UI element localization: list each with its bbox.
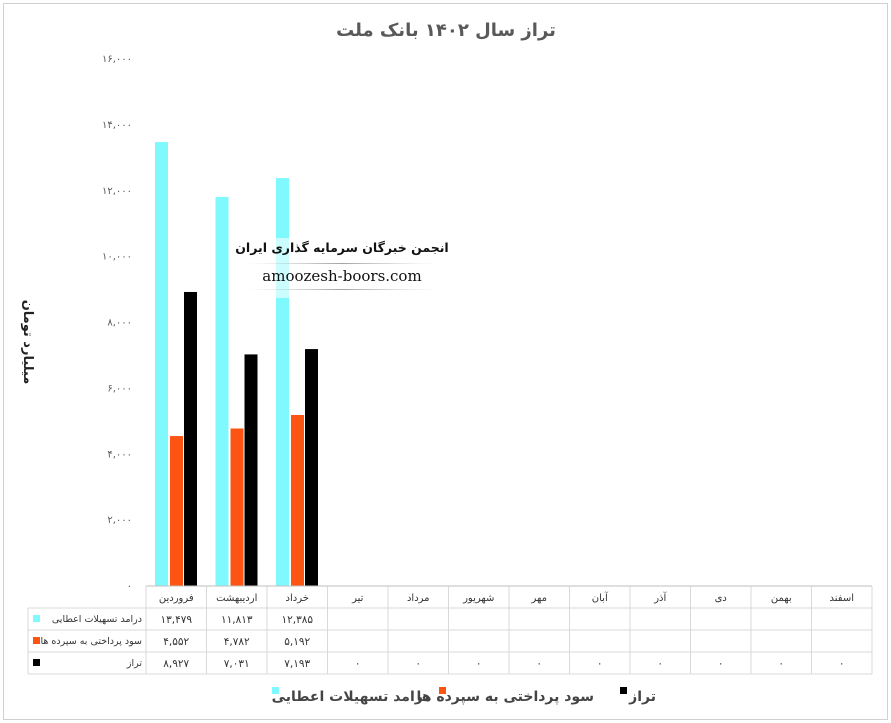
legend-swatch: [272, 687, 279, 694]
table-cell: ۱۲,۳۸۵: [281, 614, 313, 626]
bar: [170, 436, 183, 586]
row-color-key: [33, 615, 40, 622]
table-cell: ۷,۰۳۱: [224, 658, 250, 670]
table-cell: ۰: [415, 658, 421, 670]
category-label: خرداد: [286, 593, 309, 604]
y-tick-label: ۶,۰۰۰: [107, 383, 132, 394]
category-label: دی: [715, 593, 727, 604]
table-cell: ۰: [476, 658, 482, 670]
chart-svg: تراز سال ۱۴۰۲ بانک ملت میلیارد تومان ۰ ۲,…: [20, 20, 873, 705]
category-label: تیر: [351, 593, 364, 604]
y-axis: ۰ ۲,۰۰۰ ۴,۰۰۰ ۶,۰۰۰ ۸,۰۰۰ ۱۰,۰۰۰ ۱۲,۰۰۰ ۱۴,۰۰۰ ۱…: [102, 54, 132, 592]
table-cell: ۰: [718, 658, 724, 670]
y-tick-label: ۱۲,۰۰۰: [102, 186, 132, 197]
chart-frame: تراز سال ۱۴۰۲ بانک ملت میلیارد تومان ۰ ۲,…: [3, 3, 888, 720]
legend-label: سود پرداختی به سپرده ها: [417, 689, 595, 705]
watermark: انجمن خبرگان سرمایه گذاری ایران amoozesh…: [235, 238, 449, 298]
legend-label: تراز: [628, 689, 656, 705]
category-label: فروردین: [159, 593, 194, 604]
bar: [184, 291, 197, 586]
legend-swatch: [439, 687, 446, 694]
table-cell: ۱۱,۸۱۳: [221, 614, 253, 626]
bars: [155, 142, 318, 587]
bar: [244, 354, 258, 586]
bar: [291, 414, 304, 586]
bar: [230, 428, 244, 586]
category-label: اسفند: [830, 593, 854, 604]
data-table: فروردین اردیبهشت خرداد تیر مرداد شهریور مهر آبا…: [27, 585, 873, 675]
table-cell: ۸,۹۲۷: [163, 658, 189, 670]
category-label: اردیبهشت: [216, 593, 257, 604]
category-label: آبان: [592, 591, 609, 604]
table-cell: ۴,۵۵۲: [163, 636, 189, 648]
row-label: تراز: [126, 658, 142, 669]
table-cell: ۰: [778, 658, 784, 670]
table-cell: ۰: [355, 658, 361, 670]
category-label: شهریور: [462, 593, 494, 604]
table-cell: ۰: [536, 658, 542, 670]
bar: [305, 349, 318, 586]
y-tick-label: ۰: [127, 581, 132, 592]
row-color-key: [33, 637, 40, 644]
y-tick-label: ۱۰,۰۰۰: [102, 252, 132, 263]
table-cell: ۷,۱۹۳: [284, 658, 310, 670]
table-cell: ۵,۱۹۲: [284, 636, 310, 648]
y-tick-label: ۲,۰۰۰: [107, 515, 132, 526]
table-cell: ۰: [657, 658, 663, 670]
category-label: مهر: [531, 593, 547, 604]
row-label: درامد تسهیلات اعطایی: [52, 614, 142, 625]
category-label: بهمن: [771, 593, 792, 604]
y-tick-label: ۴,۰۰۰: [107, 449, 132, 460]
legend-swatch: [620, 687, 627, 694]
y-tick-label: ۱۶,۰۰۰: [102, 54, 132, 65]
chart-title: تراز سال ۱۴۰۲ بانک ملت: [336, 20, 556, 41]
category-label: آذر: [653, 591, 667, 604]
bar: [155, 142, 168, 586]
y-tick-label: ۸,۰۰۰: [107, 318, 132, 329]
bar: [215, 196, 229, 587]
table-cell: ۴,۷۸۲: [224, 636, 250, 648]
table-cell: ۱۳,۴۷۹: [160, 614, 192, 626]
category-label: مرداد: [407, 593, 430, 604]
legend-label: درامد تسهیلات اعطایی: [272, 689, 430, 705]
table-cell: ۰: [839, 658, 845, 670]
watermark-line1: انجمن خبرگان سرمایه گذاری ایران: [235, 240, 448, 255]
watermark-line2: amoozesh-boors.com: [262, 267, 421, 285]
y-axis-label: میلیارد تومان: [20, 300, 35, 385]
table-cell: ۰: [597, 658, 603, 670]
row-color-key: [33, 659, 40, 666]
y-tick-label: ۱۴,۰۰۰: [102, 120, 132, 131]
row-label: سود پرداختی به سپرده ها: [40, 636, 142, 647]
